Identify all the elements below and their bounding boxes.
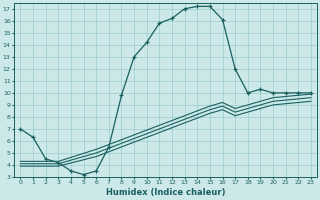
X-axis label: Humidex (Indice chaleur): Humidex (Indice chaleur) (106, 188, 225, 197)
